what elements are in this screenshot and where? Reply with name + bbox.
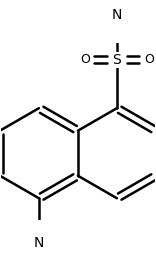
Text: S: S: [112, 53, 121, 67]
Text: O: O: [80, 53, 90, 67]
Text: N: N: [112, 8, 122, 22]
Text: O: O: [144, 53, 154, 67]
Text: N: N: [34, 236, 44, 250]
